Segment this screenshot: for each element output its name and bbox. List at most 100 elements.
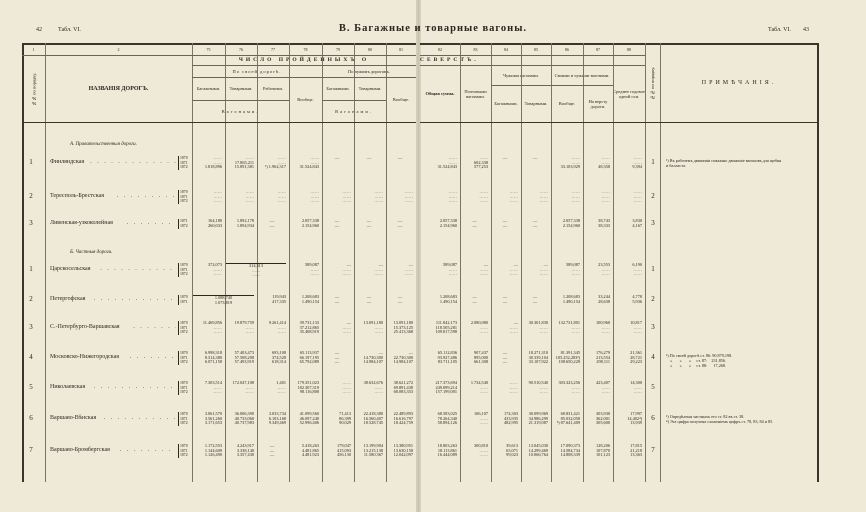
right-table-label: Табл. VI. [768, 27, 791, 33]
data-cell: — 14.730,300 14.984,107 [363, 349, 383, 365]
data-cell: — — [502, 294, 508, 304]
data-cell: 13.091,180 …… …… [363, 319, 383, 335]
column-divider [386, 43, 387, 482]
row-number-right: 3 [651, 323, 655, 331]
data-cell: 372,073 …… …… [208, 261, 222, 277]
data-cell: — …… …… [509, 261, 518, 277]
data-cell: — …… …… [342, 261, 351, 277]
footnote: ¹) Въ рабочемъ движеніи показано движені… [666, 158, 782, 168]
own-wagons-header: Вагонами. [221, 108, 260, 114]
column-divider [45, 43, 46, 482]
data-cell: 22.489,893 16.616,797 18.424,759 [393, 410, 413, 426]
data-cell: …… …… 9,394 [632, 154, 642, 170]
data-cell: …… …… …… [342, 188, 351, 204]
row-number: 1 [29, 265, 33, 273]
data-cell: …… …… …… [374, 188, 383, 204]
data-cell: 589,087 …… …… [566, 261, 580, 277]
column-number: 79 [336, 47, 340, 52]
section-title: Б. Частныя дороги. [70, 250, 113, 255]
left-table-label: Табл. VI. [58, 27, 81, 33]
data-cell: 68.831,421 85.032,058 ³) 87.641,409 [556, 410, 580, 426]
data-cell: 17.090,373 14.584,734 14.808,339 [560, 442, 580, 458]
data-cell: — — [366, 294, 372, 304]
header-divider [322, 100, 386, 101]
data-cell: 303,930 362,001 305,600 [596, 410, 610, 426]
data-cell: 68.583,025 78.264,340 58.894,126 [437, 410, 457, 426]
data-cell: …… …… 48,358 [598, 154, 610, 170]
column-divider [225, 43, 226, 482]
column-number: 76 [239, 47, 243, 52]
data-cell: 81.391,345 105.252,283²) 108.650,228 [555, 349, 580, 365]
column-divider [257, 43, 258, 482]
leader-dots: . . . . . . . . . . . . . . . . . . . . [90, 159, 176, 165]
row-number: 3 [29, 323, 33, 331]
column-number: 1 [32, 47, 35, 52]
book-gutter [416, 0, 421, 512]
column-number: 75 [206, 47, 211, 52]
data-cell: …… …… …… [539, 188, 548, 204]
column-divider [322, 43, 323, 482]
data-cell: 14,300 …… …… [630, 379, 642, 395]
data-cell: …… …… …… [342, 379, 351, 395]
data-cell: 19.879,759 …… …… [234, 319, 254, 335]
row-number: 2 [29, 295, 33, 303]
col79-header: Багажными. [326, 86, 350, 91]
row-number: 2 [29, 192, 33, 200]
data-cell: 303.323,256 …… …… [558, 379, 580, 395]
column-divider [551, 43, 552, 482]
leader-dots: . . . . . . . . . . . . . . . . . . . . [93, 296, 176, 302]
data-cell: 3.033,734 6.103,168 9.349,469 [268, 410, 286, 426]
data-cell: 589,087 …… …… [305, 261, 319, 277]
year-list: 1870 1871 1872 [178, 350, 188, 366]
data-cell: 111.842,173 118.505,281 109.817,598 [435, 319, 457, 335]
data-cell: …… …… 1.818,896 [204, 154, 222, 170]
year-list: 1870 1871 1872 [178, 262, 188, 278]
road-name: Варшаво-Бромбергская [50, 447, 110, 453]
column-number: 85 [534, 47, 538, 52]
year-list: 1870 1871 1872 [178, 411, 188, 427]
data-cell: 2.057,338 2.154,960 [301, 218, 319, 228]
data-cell: 13.199,904 13.215,138 11.580,367 [363, 442, 383, 458]
foreign-wagons-by-header: Вагонами. [322, 100, 386, 122]
row-number-right: 1 [651, 265, 655, 273]
col84-header: Багажными. [494, 101, 518, 106]
column-number: 84 [504, 47, 508, 52]
col75-header: Багажными. [196, 86, 221, 91]
column-divider [521, 43, 522, 482]
col87-header: На версту дороги. [588, 98, 608, 109]
data-cell: 2.057,338 2.154,960 [439, 218, 457, 228]
leader-dots: . . . . . . . . . . . . . . . . . . . . [126, 220, 176, 226]
col76-header: Товарными. [229, 86, 253, 91]
data-cell: 1.208,683 1.490,154 [301, 294, 319, 304]
axle-versts-header-right: СЕВЕРСТЪ. [420, 56, 479, 63]
data-cell: 65.113,937 66.197,195 65.792,089 [299, 349, 319, 365]
column-number: 83 [473, 47, 478, 52]
col81-header: Вообще. [392, 97, 410, 102]
column-divider [354, 43, 355, 482]
notes-header: ПРИМѢЧАНІЯ. [701, 79, 777, 86]
data-cell: …… 17.865,211 15.891,381 [234, 154, 254, 170]
footnote: ²) По своей дорогѣ ст. 86: 90.879,198. »… [666, 353, 733, 368]
data-cell: — — — [502, 349, 508, 365]
data-cell: …… …… …… [509, 379, 518, 395]
data-cell: 176,279 213,554 298,111 [596, 349, 610, 365]
data-cell: …… …… …… [245, 188, 254, 204]
col86-header: Вообще. [558, 101, 576, 106]
col85-header: Товарными. [524, 101, 548, 106]
column-number: 87 [596, 47, 600, 52]
data-cell: — [366, 154, 372, 160]
data-cell: — [334, 154, 340, 160]
data-cell: — …… …… [539, 261, 548, 277]
data-cell: 106,107 …… …… [474, 410, 488, 426]
data-cell: 65.112,836 93.927,486 83.711,105 [437, 349, 457, 365]
data-cell: 30.099,969 34.986,299 21.319,087 [528, 410, 548, 426]
column-number: 88 [627, 47, 631, 52]
row-number-right: 5 [651, 383, 655, 391]
right-page-number: 43 [803, 27, 809, 33]
data-cell: 174,303 433,935 482,995 [504, 410, 518, 426]
data-cell: …… …… …… [601, 188, 610, 204]
data-cell: 36.006,390 40.733,060 40.737,983 [234, 410, 254, 426]
data-cell: …… …… …… [404, 188, 413, 204]
data-cell: …… …… 33.103,929 [560, 154, 580, 170]
footnote: ³) Опредѣлены частныхъ его ст. 82 въ ст.… [666, 414, 774, 424]
